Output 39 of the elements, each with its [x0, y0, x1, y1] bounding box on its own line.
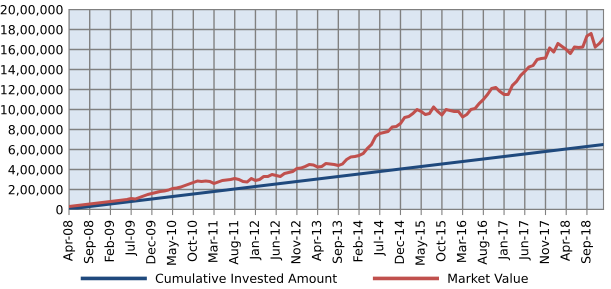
y-tick-label: 4,00,000	[8, 164, 63, 176]
y-tick-label: 18,00,000	[1, 24, 63, 36]
x-tick-label: Sep-13	[332, 220, 344, 264]
y-tick-label: 8,00,000	[8, 124, 63, 136]
legend-label: Market Value	[448, 273, 528, 284]
y-tick-label: 12,00,000	[1, 84, 63, 96]
x-tick-label: Sep-18	[581, 220, 593, 264]
x-tick-label: Jun-12	[270, 221, 282, 261]
x-tick-label: Oct-10	[187, 220, 197, 262]
x-tick-label: Jan-12	[250, 221, 262, 260]
x-tick-label: Aug-16	[478, 220, 490, 265]
x-tick-label: Dec-14	[394, 220, 404, 264]
x-tick-label: May-10	[166, 220, 179, 265]
x-tick-label: Jul-14	[374, 220, 386, 256]
x-tick-label: Mar-16	[456, 220, 466, 262]
x-tick-label: May-15	[416, 221, 428, 265]
y-tick-label: 16,00,000	[1, 44, 63, 56]
x-tick-label: Nov-17	[540, 220, 550, 264]
x-tick-label: Sep-08	[84, 220, 96, 264]
x-tick-label: Jul-09	[125, 220, 138, 256]
legend-label: Cumulative Invested Amount	[156, 273, 337, 284]
y-tick-label: 10,00,000	[1, 104, 63, 116]
y-tick-label: 20,00,000	[0, 4, 63, 16]
x-tick-label: Mar-11	[208, 221, 218, 262]
x-tick-label: Jan-17	[498, 220, 510, 260]
x-tick-label: Apr-18	[560, 220, 572, 262]
x-tick-label: Apr-08	[63, 220, 76, 262]
x-tick-label: Feb-09	[104, 220, 114, 262]
x-tick-label: Nov-12	[291, 221, 301, 264]
y-tick-label: 14,00,000	[1, 64, 63, 76]
y-tick-label: 6,00,000	[8, 144, 63, 156]
y-tick-label: 2,00,000	[8, 184, 63, 196]
x-tick-label: Dec-09	[146, 220, 156, 264]
x-tick-label: Jun-17	[519, 220, 531, 261]
x-tick-label: Apr-13	[312, 220, 324, 262]
y-tick-label: 0	[56, 204, 63, 214]
x-tick-label: Aug-11	[229, 221, 241, 265]
x-tick-label: Feb-14	[352, 220, 363, 262]
x-tick-label: Oct-15	[436, 221, 446, 262]
